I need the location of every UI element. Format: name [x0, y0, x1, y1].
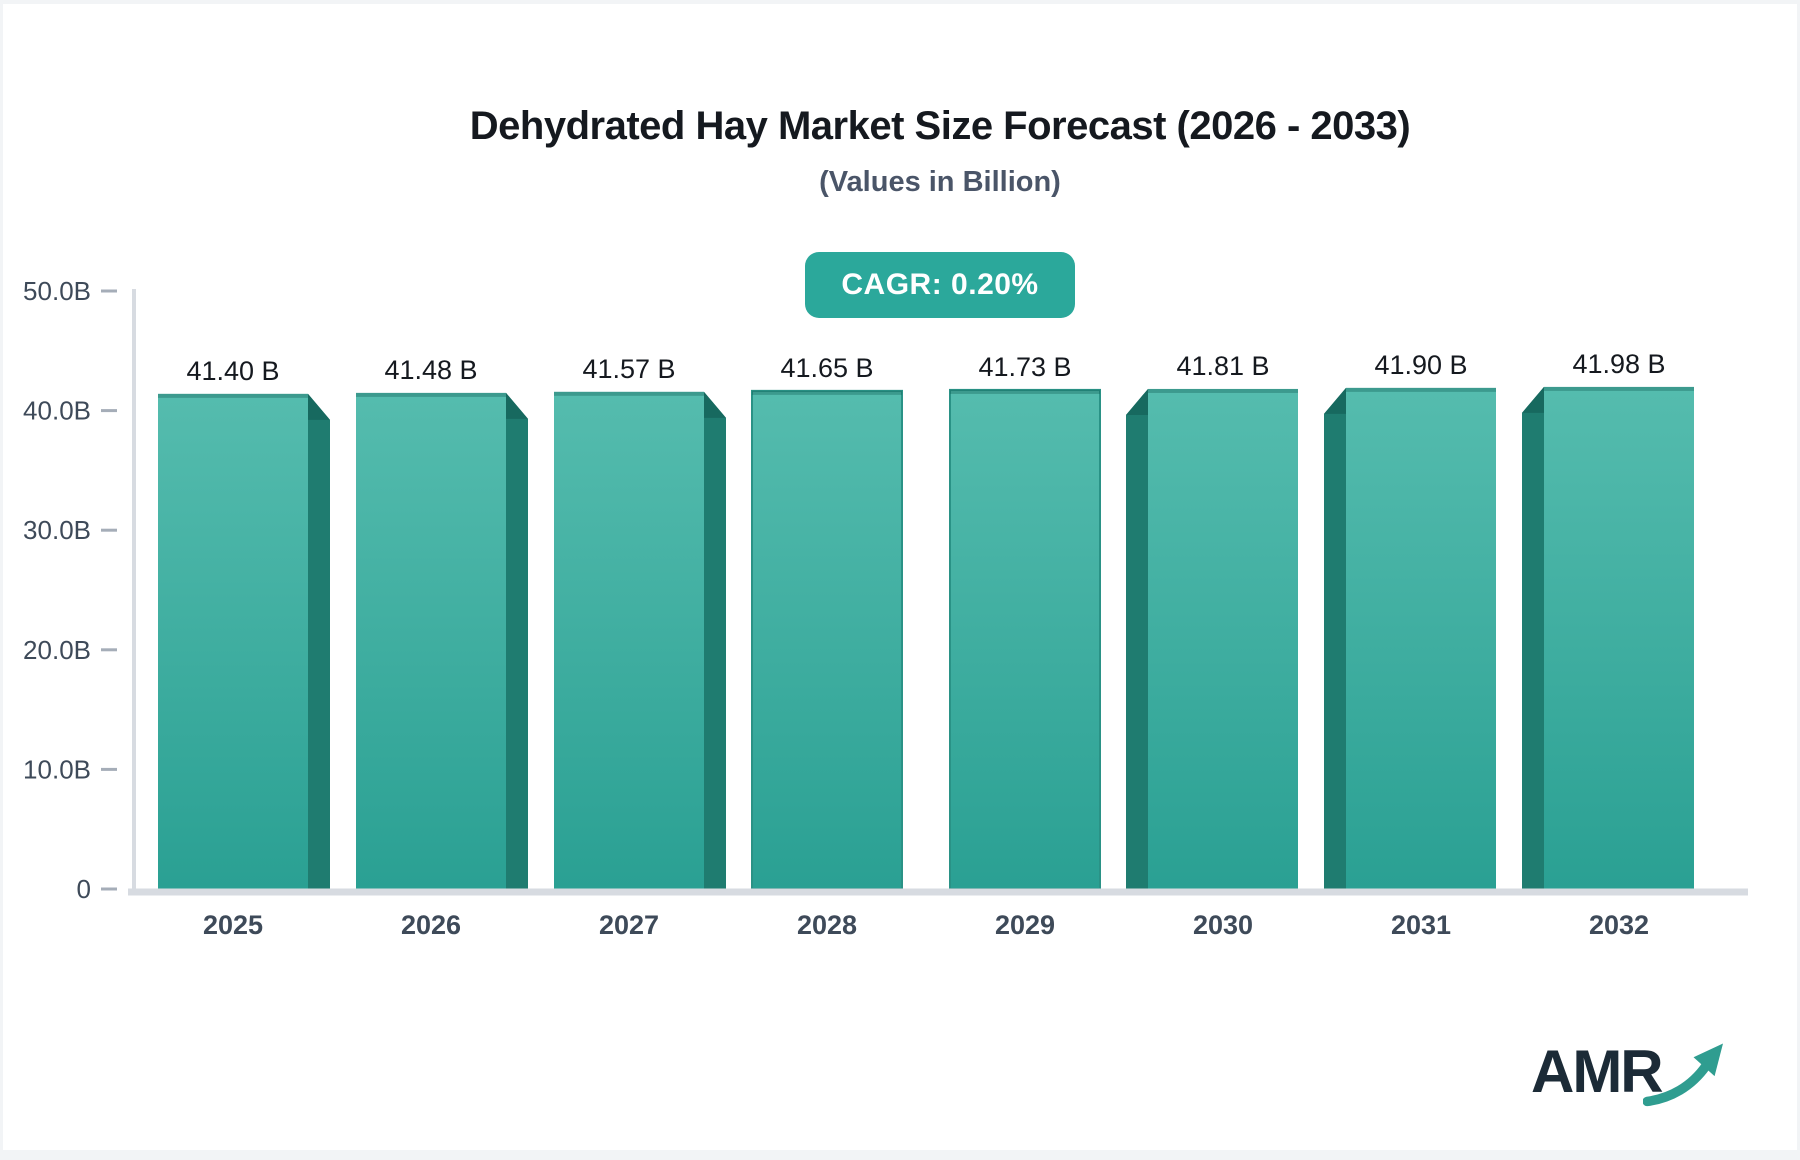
bar-value-label: 41.48 B [384, 355, 477, 385]
bar-top-edge [950, 389, 1100, 394]
bar [356, 392, 506, 889]
bar [949, 388, 1101, 890]
chart-subtitle: (Values in Billion) [819, 166, 1061, 198]
x-tick-label: 2027 [599, 910, 659, 940]
y-tick-label: 10.0B [23, 754, 91, 784]
x-tick-label: 2026 [401, 910, 461, 940]
bar [1148, 388, 1298, 889]
x-tick-label: 2028 [797, 910, 857, 940]
bar-bevel [506, 392, 528, 419]
chart-card: 0 10.0B 20.0B 30.0B 40.0B 50.0B 41.40 B 2025 41.… [3, 4, 1797, 1150]
y-tick-label: 40.0B [23, 396, 91, 426]
bar-top-edge [1346, 387, 1496, 392]
bar-chart: 0 10.0B 20.0B 30.0B 40.0B 50.0B 41.40 B 2025 41.… [23, 276, 1748, 940]
bar-top-edge [1148, 388, 1298, 393]
bar-side [1126, 388, 1148, 889]
chart-title: Dehydrated Hay Market Size Forecast (202… [469, 104, 1411, 148]
bar [751, 389, 903, 890]
bar [158, 393, 308, 889]
x-tick-label: 2029 [995, 910, 1055, 940]
bar-value-label: 41.40 B [186, 356, 279, 386]
bar-bevel [1522, 386, 1544, 413]
bar-bevel [704, 391, 726, 418]
cagr-badge-row: CAGR: 0.20% [134, 252, 1746, 318]
y-tick-label: 50.0B [23, 276, 91, 306]
bar [1544, 386, 1694, 889]
cagr-badge: CAGR: 0.20% [805, 252, 1075, 318]
bar-side [1522, 386, 1544, 889]
amr-logo: AMR [1531, 1032, 1751, 1127]
bar-value-label: 41.65 B [780, 353, 873, 383]
bar-side [308, 393, 330, 889]
x-tick-label: 2030 [1193, 910, 1253, 940]
bar-top-edge [554, 391, 704, 396]
bar-side [1324, 387, 1346, 889]
y-tick-label: 0 [77, 874, 91, 904]
amr-logo-text: AMR [1531, 1038, 1664, 1105]
bar-value-label: 41.90 B [1374, 350, 1467, 380]
y-tick-label: 20.0B [23, 635, 91, 665]
bar-top-edge [158, 393, 308, 398]
bar-top-edge [356, 392, 506, 397]
x-tick-label: 2032 [1589, 910, 1649, 940]
bar-bevel [1324, 387, 1346, 414]
bar-top-edge [752, 390, 902, 395]
bar-value-label: 41.73 B [978, 352, 1071, 382]
x-tick-label: 2031 [1391, 910, 1451, 940]
y-tick-label: 30.0B [23, 515, 91, 545]
bar-value-label: 41.98 B [1572, 349, 1665, 379]
bar-value-label: 41.57 B [582, 354, 675, 384]
bar-bevel [308, 393, 330, 420]
bar-bevel [1126, 388, 1148, 415]
bar-value-label: 41.81 B [1176, 351, 1269, 381]
bar-side [704, 391, 726, 889]
bar-top-edge [1544, 386, 1694, 391]
bar [1346, 387, 1496, 889]
growth-arrow-icon [1643, 1043, 1723, 1107]
bar [554, 391, 704, 889]
x-tick-label: 2025 [203, 910, 263, 940]
bar-side [506, 392, 528, 889]
